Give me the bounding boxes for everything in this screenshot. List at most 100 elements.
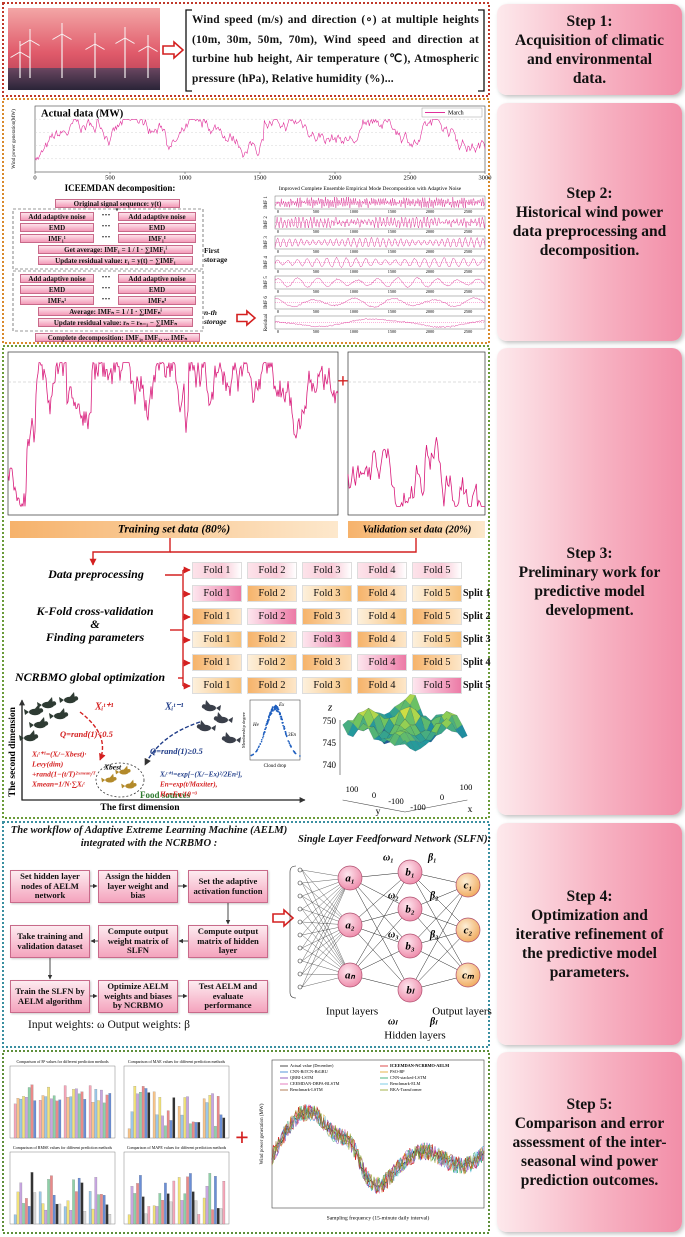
step-box: Step 3: Preliminary work for predictive m… (497, 348, 682, 815)
cloud-drop (283, 725, 286, 728)
bar-thumb (66, 1097, 70, 1139)
bird-tail (115, 769, 120, 775)
bar-thumb (205, 1102, 209, 1139)
bar-thumb (69, 1210, 73, 1225)
process-box: Update residual value: rₙ = rₙ₋₁ − ∑IMFₙ (38, 318, 193, 327)
cloud-drop (268, 717, 270, 719)
bar-thumb (33, 1192, 37, 1225)
fold-cell: Fold 2 (247, 654, 297, 671)
panel-border (2, 98, 490, 344)
weight-label: ω₁ (383, 852, 394, 863)
turbine-blade (138, 45, 149, 52)
connection (349, 877, 411, 991)
node-label: b₂ (405, 904, 415, 916)
fold-cell: Fold 4 (357, 585, 407, 602)
bar-thumb (136, 1183, 139, 1225)
bird-wing (46, 697, 53, 704)
bar-thumb (102, 1195, 106, 1225)
annotation: He (252, 723, 260, 728)
weight-label: ω₃ (388, 929, 399, 940)
prediction-line (271, 1105, 485, 1191)
bar-thumb (180, 1114, 184, 1139)
cloud-drop (269, 711, 271, 714)
split-label: Split 5 (463, 680, 491, 691)
connection (301, 895, 351, 976)
cloud-drop (265, 726, 267, 729)
bar-thumb (222, 1181, 226, 1225)
x-tick-label: 0 (277, 309, 279, 314)
node-label: bₗ (406, 985, 415, 997)
z-tick-label: 750 (323, 716, 337, 726)
bar-thumb (158, 1193, 162, 1225)
component-label: Residual (264, 313, 269, 331)
turbine-blade (61, 33, 72, 40)
bird-head (213, 716, 219, 721)
input-point (297, 906, 303, 912)
bar-thumb (186, 1096, 189, 1139)
bar-thumb (88, 1191, 92, 1225)
bar-thumb (155, 1114, 159, 1139)
formula: Xᵢᵗ⁺¹=exp[−(Xᵢᵗ−Ex)²/2En²], (159, 771, 243, 779)
bar-thumb (205, 1186, 209, 1225)
bar-thumb (155, 1206, 159, 1225)
flow-arrow (89, 538, 171, 566)
bird-head (38, 708, 44, 713)
bar-thumb (189, 1123, 192, 1139)
signal-line (274, 256, 486, 268)
prediction-line (271, 1105, 485, 1193)
bar-thumb (194, 1122, 198, 1139)
bar-thumb (77, 1177, 81, 1225)
legend-label: Benchmark-ELM (390, 1081, 420, 1086)
set-bar (10, 521, 338, 538)
x-tick-label: 2000 (329, 174, 342, 181)
network-node (397, 977, 423, 1003)
turbine-blade (29, 39, 40, 46)
bird (115, 765, 131, 775)
bar-thumb (25, 1198, 28, 1225)
bar-thumb (16, 1098, 20, 1139)
step-text: Comparison and error assessment of the i… (512, 1114, 667, 1189)
fold-cell: Fold 2 (247, 677, 297, 694)
dots: ··· (101, 221, 111, 231)
axis-label: The second dimension (8, 706, 18, 796)
bar-thumb (161, 1200, 164, 1225)
bird (196, 720, 216, 732)
bird-wing (38, 717, 45, 724)
formula: He=En/10⁻³ (159, 791, 198, 799)
bar-thumb (197, 1122, 201, 1139)
connection (349, 871, 411, 926)
process-box: IMF₁¹ (20, 234, 94, 243)
bar-thumb (52, 1095, 56, 1139)
bar-thumb (27, 1206, 31, 1225)
cloud-drop (279, 712, 281, 715)
bird (221, 732, 241, 744)
connection (301, 924, 351, 988)
bar-thumb (91, 1208, 95, 1225)
bar-thumb (47, 1179, 50, 1225)
bar-thumb (139, 1092, 142, 1139)
step-label: Step 2: (566, 185, 613, 202)
cloud-drop (263, 732, 265, 735)
connection (349, 924, 411, 991)
bar-thumb (133, 1193, 137, 1225)
bar-thumb (147, 1092, 151, 1139)
x-tick-label: 500 (313, 209, 319, 214)
bar-thumb (55, 1203, 59, 1225)
bar-thumb (105, 1204, 109, 1225)
bar-thumb (33, 1100, 37, 1139)
panel-border (2, 2, 490, 97)
split-label: Split 1 (463, 588, 491, 599)
process-box: EMD (118, 285, 196, 294)
fold-cell: Fold 4 (357, 608, 407, 625)
bird (201, 700, 221, 712)
cloud-drop (255, 749, 258, 752)
bar-thumb (216, 1096, 220, 1139)
network-node (397, 933, 423, 959)
node-label: a₂ (345, 920, 355, 932)
component-label: IMF 3 (264, 236, 269, 249)
x-tick-label: 2500 (464, 309, 473, 314)
fold-cell: Fold 3 (302, 562, 352, 579)
x-tick-label: 2000 (426, 229, 435, 234)
x-tick-label: 1500 (388, 229, 397, 234)
